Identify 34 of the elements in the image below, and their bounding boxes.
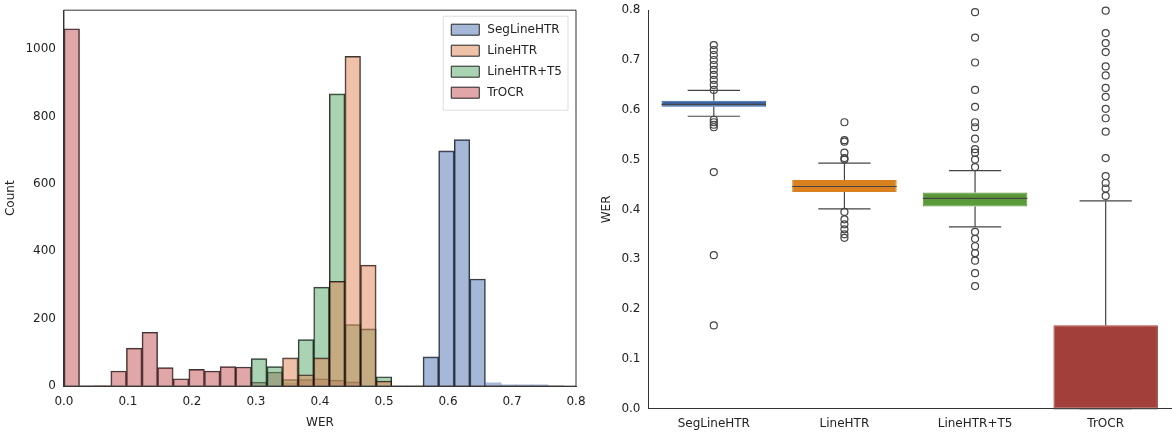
- x-tick-label: 0.0: [54, 393, 74, 408]
- legend-label: LineHTR: [487, 43, 537, 58]
- y-tick-label: 0.4: [621, 201, 641, 216]
- x-axis-title: WER: [306, 414, 334, 429]
- y-tick-label: 0.8: [621, 2, 641, 17]
- y-axis-title: Count: [3, 180, 18, 217]
- y-tick-label: 200: [33, 310, 56, 325]
- y-axis-title: WER: [599, 195, 614, 224]
- x-tick-label: 0.7: [502, 393, 522, 408]
- y-tick-label: 0.3: [621, 251, 641, 266]
- legend-label: TrOCR: [486, 85, 524, 100]
- y-tick-label: 0: [48, 378, 56, 393]
- y-tick-label: 600: [33, 175, 56, 190]
- x-tick-label: 0.4: [310, 393, 330, 408]
- x-tick-label: 0.1: [118, 393, 138, 408]
- x-tick-label: 0.6: [438, 393, 458, 408]
- legend-label: LineHTR+T5: [487, 64, 562, 79]
- y-tick-label: 0.6: [621, 101, 641, 116]
- y-tick-label: 0.1: [621, 350, 641, 365]
- y-tick-label: 1000: [25, 41, 56, 56]
- legend-label: SegLineHTR: [487, 22, 560, 37]
- x-tick-label: 0.3: [246, 393, 266, 408]
- x-tick-label: 0.2: [182, 393, 202, 408]
- y-tick-label: 0.5: [621, 151, 641, 166]
- y-tick-label: 800: [33, 108, 56, 123]
- y-tick-label: 400: [33, 243, 56, 258]
- x-tick-label: 0.8: [566, 393, 586, 408]
- x-tick-label: TrOCR: [1086, 415, 1125, 430]
- x-tick-label: 0.5: [374, 393, 394, 408]
- x-tick-label: LineHTR: [819, 415, 870, 430]
- x-tick-label: LineHTR+T5: [937, 415, 1013, 430]
- x-tick-label: SegLineHTR: [677, 415, 750, 430]
- y-tick-label: 0.7: [621, 52, 641, 67]
- y-tick-label: 0.2: [621, 301, 641, 316]
